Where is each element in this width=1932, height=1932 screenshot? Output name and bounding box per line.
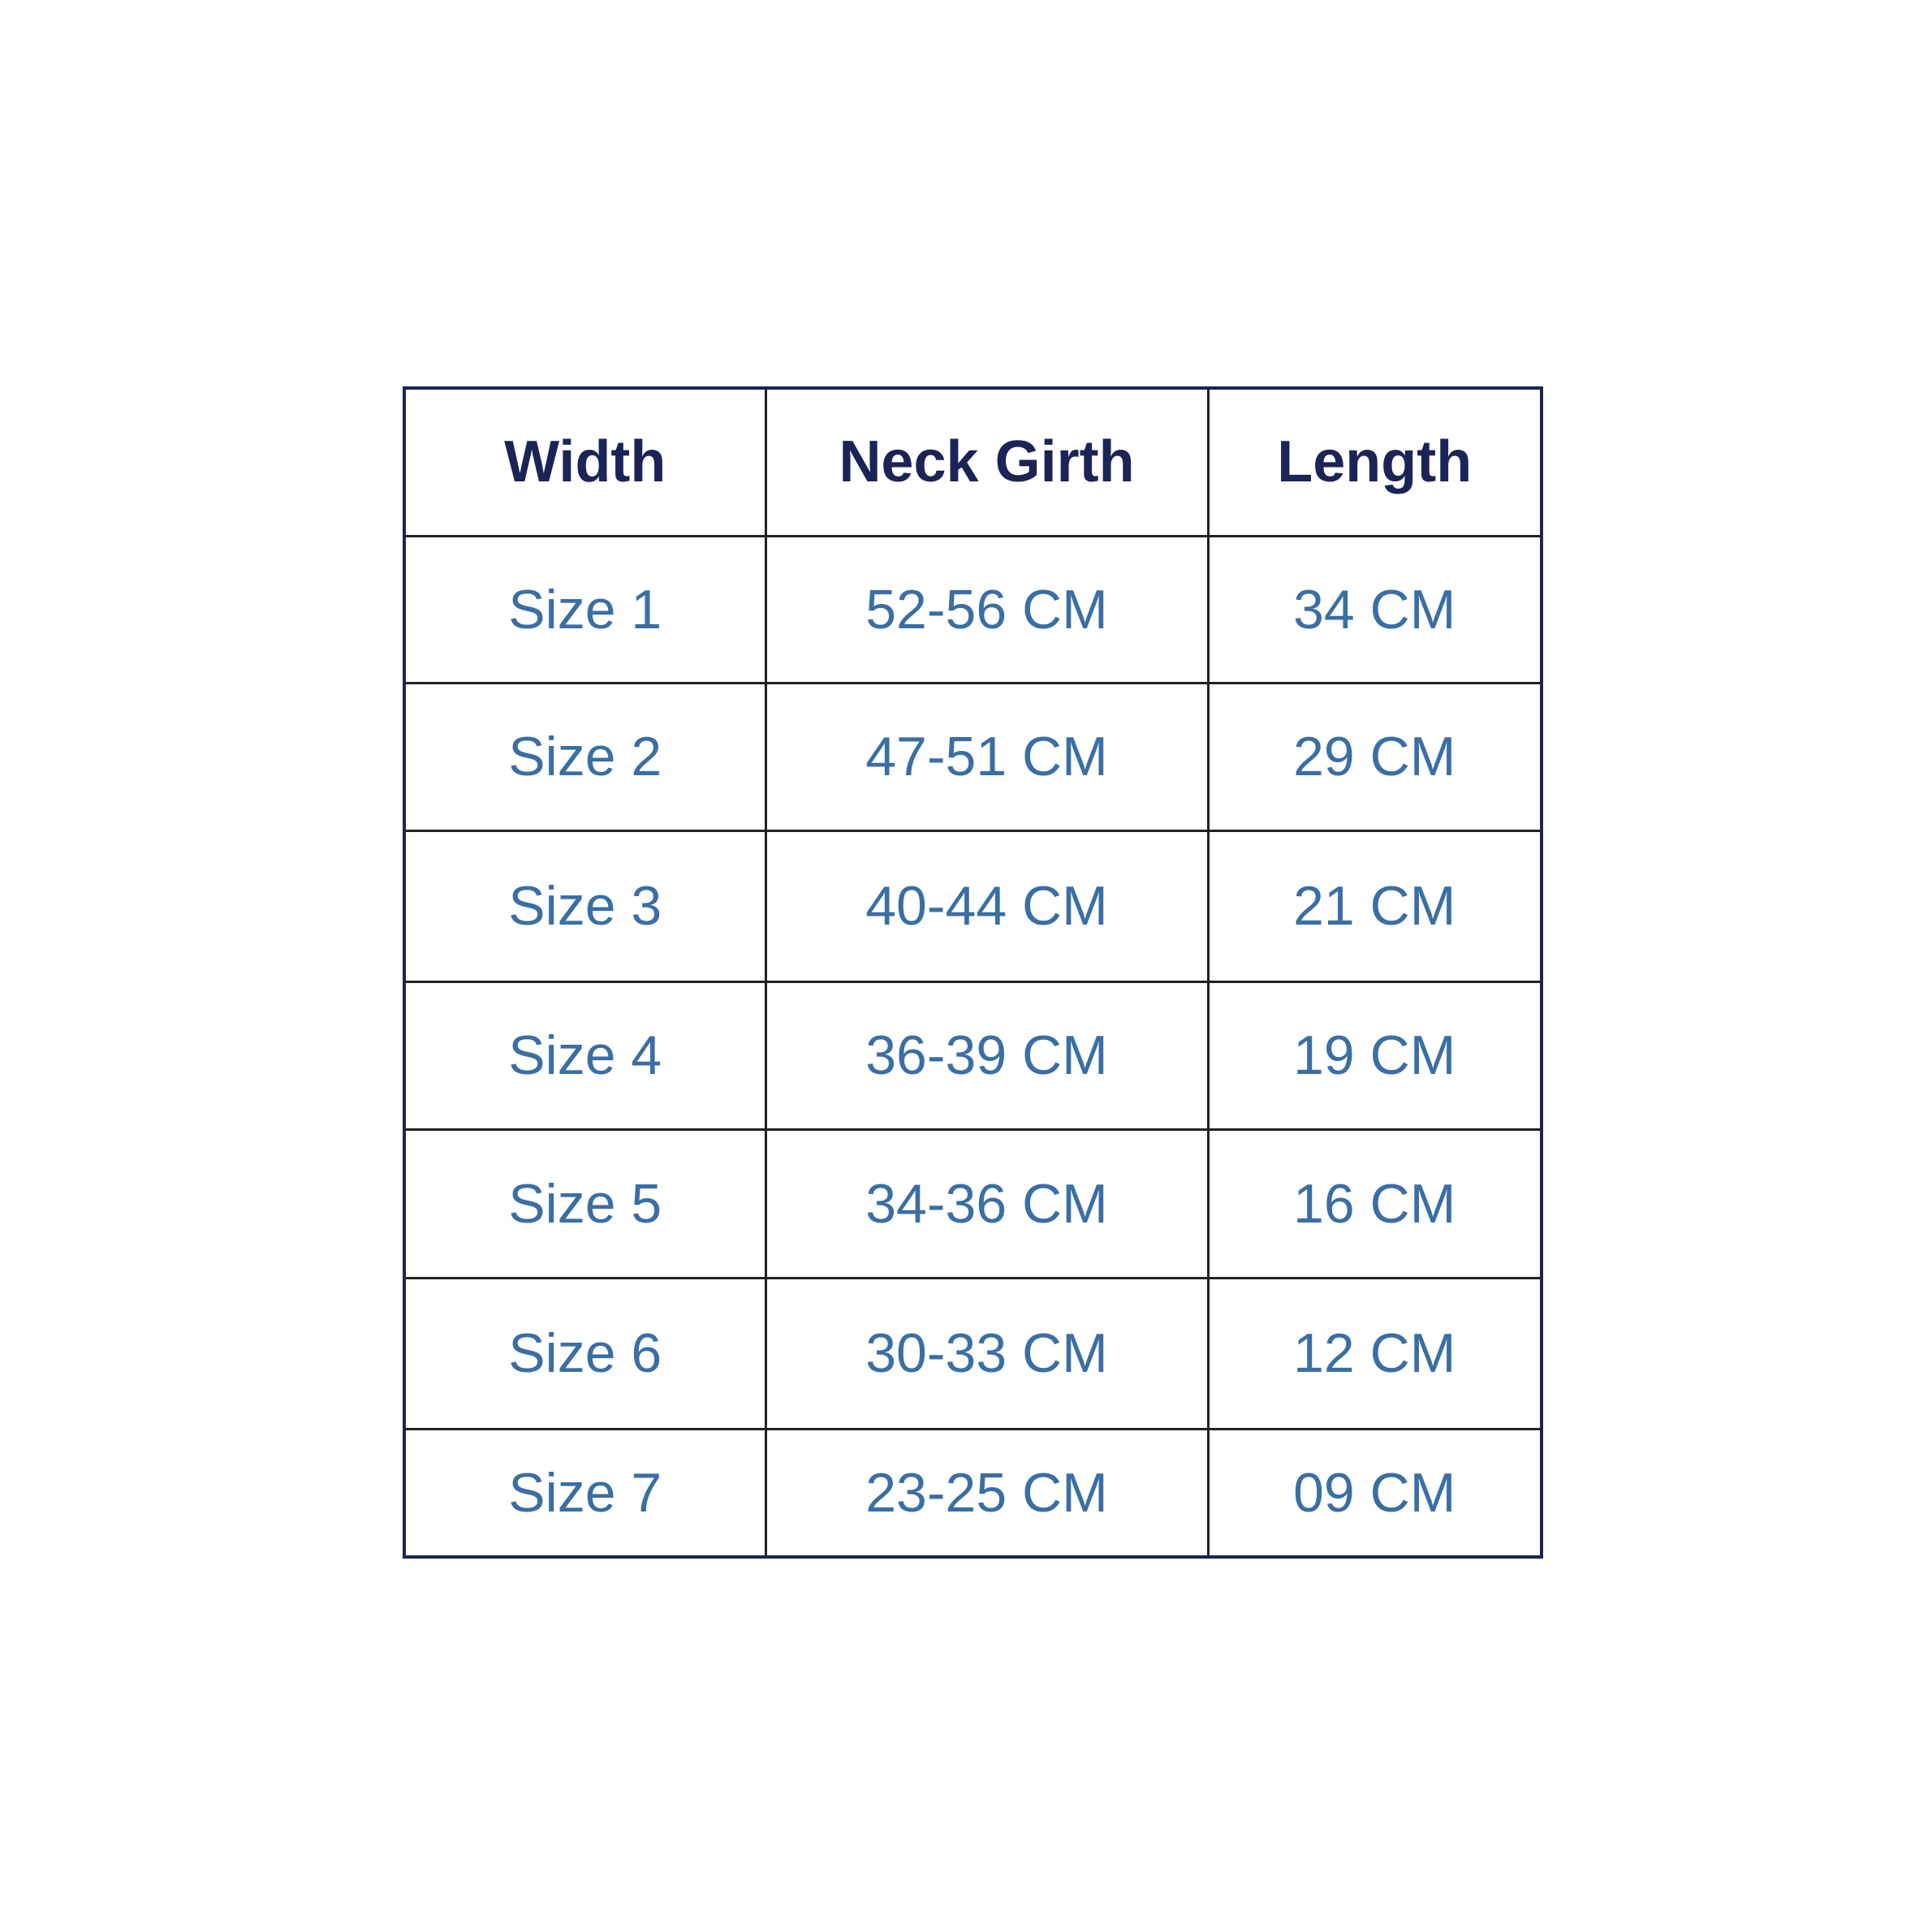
table-cell: Size 6	[403, 1276, 767, 1430]
table-cell: 16 CM	[1206, 1128, 1543, 1279]
table-cell: 12 CM	[1206, 1276, 1543, 1430]
header-cell: Length	[1206, 386, 1543, 537]
table-row: Size 5 34-36 CM 16 CM	[403, 1128, 1543, 1279]
table-row: Size 4 36-39 CM 19 CM	[403, 980, 1543, 1131]
table-cell: Size 7	[403, 1427, 767, 1559]
table-cell: 47-51 CM	[764, 681, 1210, 832]
table-row: Size 1 52-56 CM 34 CM	[403, 534, 1543, 684]
table-cell: 40-44 CM	[764, 829, 1210, 983]
table-cell: 23-25 CM	[764, 1427, 1210, 1559]
table-cell: Size 3	[403, 829, 767, 983]
table-cell: 09 CM	[1206, 1427, 1543, 1559]
table-cell: 34-36 CM	[764, 1128, 1210, 1279]
table-row: Size 3 40-44 CM 21 CM	[403, 829, 1543, 983]
table-cell: 36-39 CM	[764, 980, 1210, 1131]
table-cell: 52-56 CM	[764, 534, 1210, 684]
table-row: Size 7 23-25 CM 09 CM	[403, 1427, 1543, 1559]
header-cell: Width	[403, 386, 767, 537]
table-cell: Size 4	[403, 980, 767, 1131]
table-cell: Size 5	[403, 1128, 767, 1279]
size-table: Width Neck Girth Length Size 1 52-56 CM 34 C…	[403, 386, 1543, 1559]
table-cell: 34 CM	[1206, 534, 1543, 684]
table-row: Size 6 30-33 CM 12 CM	[403, 1276, 1543, 1430]
header-cell: Neck Girth	[764, 386, 1210, 537]
table-cell: 21 CM	[1206, 829, 1543, 983]
table-cell: Size 2	[403, 681, 767, 832]
table-cell: Size 1	[403, 534, 767, 684]
table-cell: 29 CM	[1206, 681, 1543, 832]
table-body: Size 1 52-56 CM 34 CM Size 2 47-51 CM 29 CM Si…	[403, 534, 1543, 1559]
table-cell: 30-33 CM	[764, 1276, 1210, 1430]
table-cell: 19 CM	[1206, 980, 1543, 1131]
header-row: Width Neck Girth Length	[403, 386, 1543, 537]
table-row: Size 2 47-51 CM 29 CM	[403, 681, 1543, 832]
